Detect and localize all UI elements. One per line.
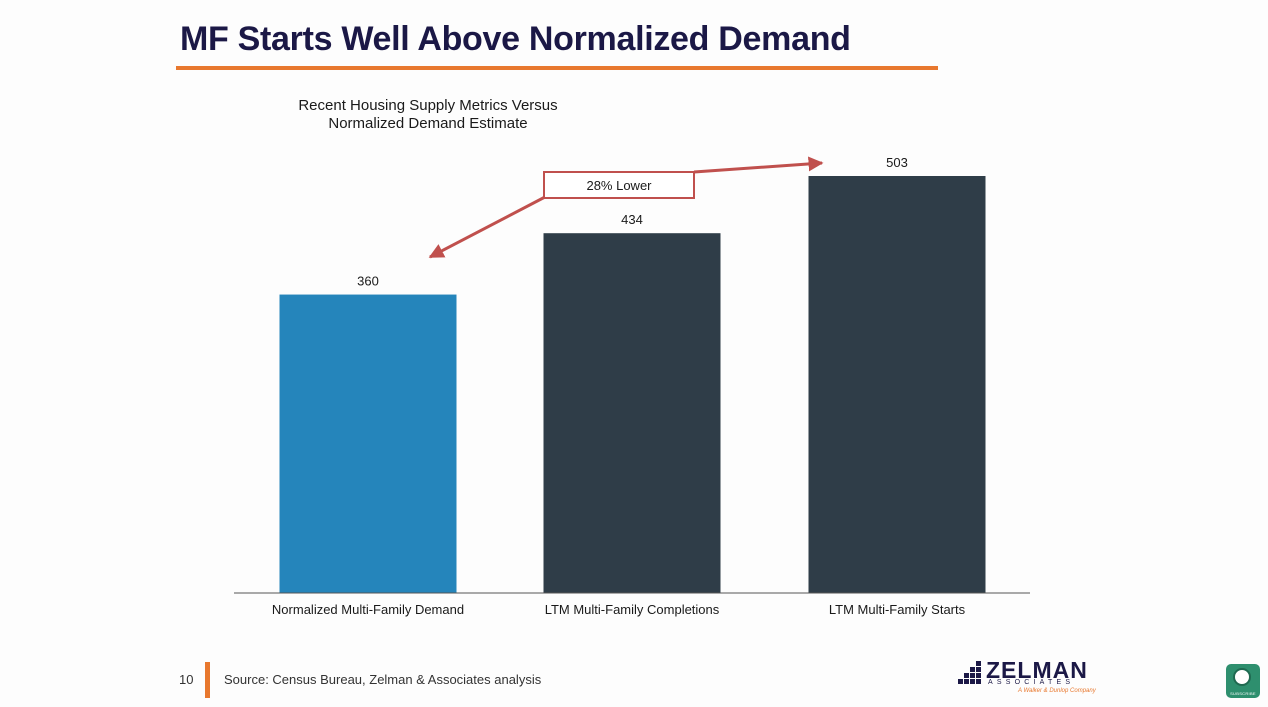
value-label-1: 360 (357, 274, 379, 289)
slide-title: MF Starts Well Above Normalized Demand (180, 20, 851, 58)
source-note: Source: Census Bureau, Zelman & Associat… (224, 672, 542, 687)
annotation-label: 28% Lower (586, 178, 652, 193)
bar-2 (543, 233, 721, 593)
footer-accent-bar (205, 662, 210, 698)
logo-tagline: A Walker & Dunlop Company (1018, 688, 1096, 694)
value-label-2: 434 (621, 212, 643, 227)
chart-title: Recent Housing Supply Metrics Versus Nor… (258, 97, 598, 133)
category-label-2: LTM Multi-Family Completions (545, 602, 720, 617)
title-underline (176, 66, 938, 70)
logo-wordmark: ZELMAN (986, 657, 1088, 683)
zelman-logo: ZELMAN ASSOCIATES A Walker & Dunlop Comp… (958, 657, 1106, 697)
logo-mark-icon (958, 661, 981, 684)
subscribe-icon (1233, 668, 1251, 686)
arrow-to-demand (428, 195, 546, 259)
annotation-box (543, 171, 695, 199)
subscribe-button[interactable]: SUBSCRIBE (1226, 664, 1260, 698)
arrow-to-starts (693, 156, 824, 174)
value-label-3: 503 (886, 155, 908, 170)
bar-1 (279, 294, 457, 593)
bar-3 (808, 176, 986, 593)
category-label-3: LTM Multi-Family Starts (829, 602, 966, 617)
comparison-annotation: 28% Lower (428, 156, 824, 259)
subscribe-label: SUBSCRIBE (1230, 691, 1256, 696)
logo-subtitle: ASSOCIATES (988, 679, 1075, 686)
category-label-1: Normalized Multi-Family Demand (272, 602, 464, 617)
page-number: 10 (179, 672, 194, 687)
chart-title-line-2: Normalized Demand Estimate (328, 115, 528, 132)
chart-title-line-1: Recent Housing Supply Metrics Versus (298, 97, 558, 114)
